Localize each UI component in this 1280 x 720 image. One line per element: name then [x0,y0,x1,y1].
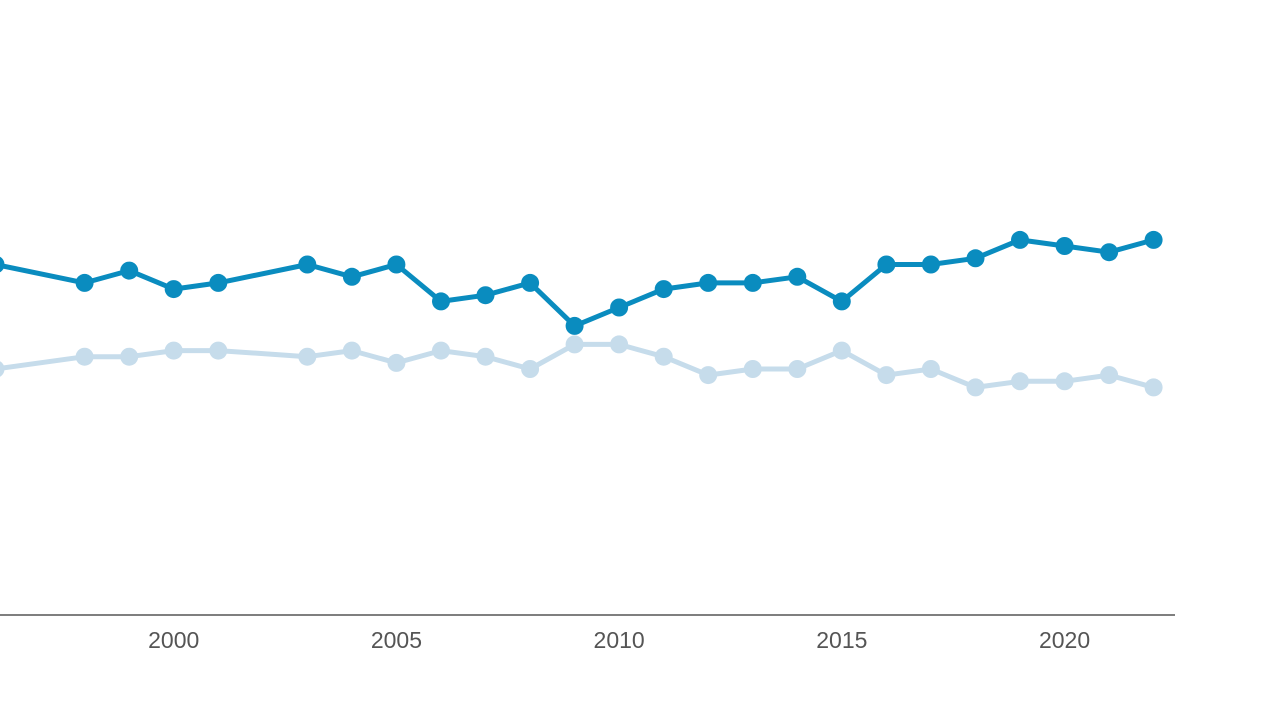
series-2-point [1055,372,1074,391]
series-2-point [1144,378,1163,397]
series-1-point [1055,237,1074,255]
series-2-point [610,335,629,354]
series-2-point [75,347,94,366]
series-1-point [832,292,851,311]
series-2 [0,335,1163,397]
series-2-point [699,366,718,385]
series-1-point [120,261,139,280]
series-1-point [342,267,361,286]
series-1-point [966,249,985,268]
x-tick-label: 2000 [148,627,199,653]
x-tick-label: 2020 [1039,627,1090,653]
series-layer [0,230,1163,397]
series-1-point [432,292,450,311]
series-2-point [476,347,495,366]
series-1-point [164,280,183,299]
series-1-point [921,255,940,274]
series-1-point [699,273,718,292]
series-1-point [743,273,762,292]
series-1-point [877,255,896,274]
series-1-point [387,255,406,274]
series-1-point [521,273,540,292]
series-1-point [209,273,228,292]
series-1-point [476,286,495,305]
series-2-point [966,378,985,397]
series-1-point [565,316,584,335]
series-1-point [0,256,5,273]
series-1-point [610,298,629,317]
series-1-point [654,280,673,299]
series-2-point [164,341,183,360]
series-2-point [432,341,450,360]
series-2-point [298,347,317,366]
series-1-point [1144,230,1163,249]
series-2-point [877,366,896,385]
x-axis-ticks: 2000 2005 2010 2015 2020 [148,627,1090,653]
series-2-point [521,360,540,378]
series-2-point [565,335,584,354]
x-tick-label: 2010 [594,627,645,653]
x-tick-label: 2015 [816,627,867,653]
series-2-point [921,360,940,378]
series-2-point [209,341,228,360]
series-2-point [832,341,851,360]
series-2-point [0,361,5,377]
x-tick-label: 2005 [371,627,422,653]
series-2-point [1011,372,1029,391]
series-1-point [298,255,317,274]
series-1-point [1100,243,1119,262]
series-2-point [743,360,762,378]
series-1-point [788,267,807,286]
series-2-point [387,353,406,372]
series-2-point [342,341,361,360]
series-1 [0,230,1163,335]
series-2-point [120,347,139,366]
series-2-point [654,347,673,366]
series-1-point [1011,230,1029,249]
series-2-point [1100,366,1119,385]
series-1-point [75,273,94,292]
series-2-point [788,360,807,378]
